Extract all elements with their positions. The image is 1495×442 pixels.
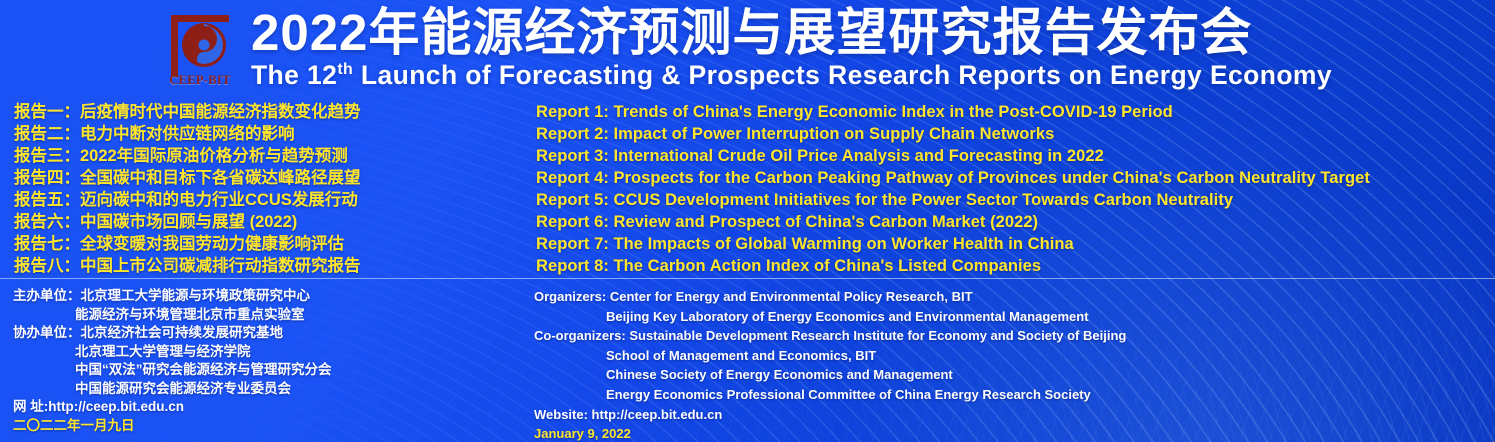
report-row: 报告二：电力中断对供应链网络的影响 [14,125,295,143]
report-list-chinese: 报告一：后疫情时代中国能源经济指数变化趋势 报告二：电力中断对供应链网络的影响 … [14,101,361,277]
event-date: January 9, 2022 [534,426,631,442]
organizer-line: Beijing Key Laboratory of Energy Economi… [606,308,1089,324]
coorganizer-line: 北京理工大学管理与经济学院 [75,343,251,359]
coorganizer-line: Energy Economics Professional Committee … [606,386,1091,402]
report-list-english: Report 1: Trends of China's Energy Econo… [536,101,1370,277]
report-row: 报告五：迈向碳中和的电力行业CCUS发展行动 [14,191,358,209]
report-row: 报告六：中国碳市场回顾与展望 (2022) [14,213,298,231]
logo-wordmark: CEEP-BIT [169,73,231,87]
report-row: Report 4: Prospects for the Carbon Peaki… [536,169,1370,187]
title-english-rest: Launch of Forecasting & Prospects Resear… [353,60,1333,91]
ceep-bit-spiral-icon [170,15,229,77]
section-divider [0,278,1495,279]
website-link[interactable]: 网 址:http://ceep.bit.edu.cn [13,399,184,414]
coorganizer-line: School of Management and Economics, BIT [606,347,877,363]
title-english: The 12th Launch of Forecasting & Prospec… [251,61,1332,90]
coorganizer-line: 中国“双法”研究会能源经济与管理研究分会 [75,362,332,377]
report-row: 报告八：中国上市公司碳减排行动指数研究报告 [14,257,361,275]
coorganizer-line: Chinese Society of Energy Economics and … [606,367,953,383]
title-english-ordinal-suffix: th [337,61,354,79]
report-row: Report 2: Impact of Power Interruption o… [536,125,1055,143]
website-link[interactable]: Website: http://ceep.bit.edu.cn [534,406,723,422]
report-row: Report 3: International Crude Oil Price … [536,147,1104,165]
organizer-line: Organizers: Center for Energy and Enviro… [534,289,973,304]
report-row: Report 8: The Carbon Action Index of Chi… [536,257,1042,275]
report-row: 报告四：全国碳中和目标下各省碳达峰路径展望 [14,169,361,187]
report-row: 报告七：全球变暖对我国劳动力健康影响评估 [14,235,344,253]
title-block: 2022年能源经济预测与展望研究报告发布会 The 12th Launch of… [251,5,1332,90]
report-row: Report 1: Trends of China's Energy Econo… [536,103,1173,121]
organizer-line: 主办单位：北京理工大学能源与环境政策研究中心 [13,288,310,303]
report-row: Report 5: CCUS Development Initiatives f… [536,191,1234,209]
title-chinese: 2022年能源经济预测与展望研究报告发布会 [250,4,1253,62]
report-row: Report 7: The Impacts of Global Warming … [536,235,1074,253]
title-english-prefix: The 12 [250,60,338,91]
report-row: 报告一：后疫情时代中国能源经济指数变化趋势 [14,103,361,121]
report-row: 报告三：2022年国际原油价格分析与趋势预测 [14,147,348,165]
coorganizer-line: 协办单位：北京经济社会可持续发展研究基地 [13,325,283,340]
report-row: Report 6: Review and Prospect of China's… [536,213,1039,231]
footer-english: Organizers: Center for Energy and Enviro… [534,287,1126,442]
ceep-bit-logo: CEEP-BIT [163,9,237,87]
organizer-line: 能源经济与环境管理北京市重点实验室 [75,306,305,322]
coorganizer-line: 中国能源研究会能源经济专业委员会 [75,380,291,396]
event-date: 二〇二二年一月九日 [13,417,135,433]
footer-chinese: 主办单位：北京理工大学能源与环境政策研究中心 能源经济与环境管理北京市重点实验室… [13,287,332,435]
coorganizer-line: Co-organizers: Sustainable Development R… [534,328,1127,344]
banner-header: CEEP-BIT 2022年能源经济预测与展望研究报告发布会 The 12th … [0,0,1495,96]
